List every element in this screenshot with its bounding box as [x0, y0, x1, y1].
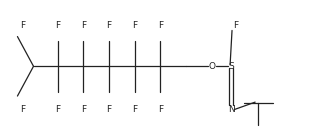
Text: F: F: [107, 105, 111, 114]
Text: F: F: [158, 21, 163, 30]
Text: O: O: [208, 62, 215, 71]
Text: F: F: [20, 105, 25, 114]
Text: F: F: [81, 105, 86, 114]
Text: F: F: [132, 21, 137, 30]
Text: F: F: [158, 105, 163, 114]
Text: F: F: [81, 21, 86, 30]
Text: F: F: [107, 21, 111, 30]
Text: N: N: [228, 105, 235, 114]
Text: F: F: [132, 105, 137, 114]
Text: F: F: [55, 105, 60, 114]
Text: F: F: [20, 21, 25, 30]
Text: S: S: [228, 62, 234, 71]
Text: F: F: [55, 21, 60, 30]
Text: F: F: [233, 21, 238, 30]
